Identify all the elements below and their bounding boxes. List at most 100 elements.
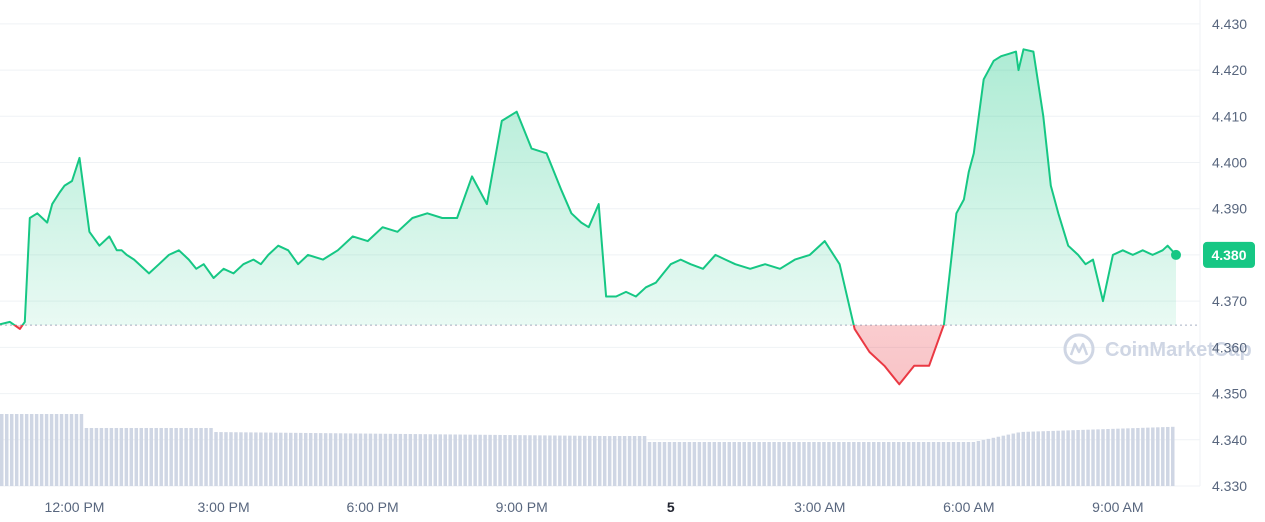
volume-bar bbox=[588, 435, 592, 486]
volume-bar bbox=[259, 432, 263, 486]
volume-bar bbox=[1121, 428, 1125, 486]
volume-bar bbox=[1031, 431, 1035, 486]
volume-bar bbox=[548, 435, 552, 486]
volume-bar bbox=[274, 432, 278, 486]
volume-bar bbox=[29, 414, 34, 486]
volume-bar bbox=[513, 435, 517, 486]
volume-bar bbox=[104, 428, 109, 486]
volume-bar bbox=[219, 432, 223, 486]
volume-bar bbox=[413, 434, 418, 486]
volume-bar bbox=[607, 436, 612, 486]
volume-bar bbox=[318, 433, 323, 486]
volume-bar bbox=[1166, 426, 1170, 486]
volume-bar bbox=[533, 435, 537, 486]
volume-bar bbox=[338, 433, 343, 486]
volume-bar bbox=[109, 428, 114, 486]
volume-bar bbox=[906, 442, 911, 486]
volume-bar bbox=[358, 433, 363, 486]
volume-bar bbox=[289, 432, 293, 486]
volume-bar bbox=[827, 442, 831, 486]
volume-bar bbox=[792, 442, 796, 486]
volume-bar bbox=[777, 442, 781, 486]
volume-bar bbox=[617, 436, 622, 486]
volume-bar bbox=[867, 442, 871, 486]
volume-bar bbox=[493, 434, 497, 486]
volume-bar bbox=[199, 428, 203, 486]
volume-bar bbox=[189, 428, 193, 486]
volume-bar bbox=[682, 442, 687, 486]
volume-bar bbox=[1076, 430, 1080, 486]
volume-bar bbox=[79, 414, 84, 486]
price-area-down bbox=[0, 325, 1176, 385]
volume-bar bbox=[438, 434, 442, 486]
volume-bar bbox=[473, 434, 477, 486]
volume-bar bbox=[129, 428, 134, 486]
volume-bar bbox=[423, 434, 428, 486]
volume-bar bbox=[0, 414, 4, 486]
volume-bar bbox=[383, 433, 388, 486]
x-tick-label: 3:00 AM bbox=[794, 499, 845, 515]
volume-bar bbox=[553, 435, 557, 486]
x-tick-label: 3:00 PM bbox=[198, 499, 250, 515]
x-axis: 12:00 PM 3:00 PM 6:00 PM 9:00 PM 5 3:00 AM 6:0… bbox=[45, 499, 1144, 515]
volume-bar bbox=[294, 432, 298, 486]
volume-bar bbox=[378, 433, 383, 486]
volume-bar bbox=[1056, 430, 1060, 486]
volume-bar bbox=[184, 428, 188, 486]
volume-bar bbox=[732, 442, 736, 486]
volume-bar bbox=[1111, 428, 1115, 486]
volume-bar bbox=[842, 442, 846, 486]
volume-bar bbox=[1141, 427, 1145, 486]
volume-bar bbox=[44, 414, 49, 486]
volume-bar bbox=[49, 414, 54, 486]
volume-bar bbox=[767, 442, 771, 486]
volume-bar bbox=[722, 442, 727, 486]
volume-bar bbox=[981, 439, 986, 486]
volume-bar bbox=[119, 428, 124, 486]
volume-bar bbox=[393, 433, 398, 486]
volume-bar bbox=[966, 442, 971, 486]
volume-bar bbox=[1101, 429, 1105, 486]
volume-bar bbox=[1136, 427, 1140, 486]
x-tick-label: 6:00 PM bbox=[347, 499, 399, 515]
y-tick-label: 4.390 bbox=[1212, 201, 1247, 217]
volume-bar bbox=[1016, 432, 1021, 486]
volume-bar bbox=[284, 432, 288, 486]
volume-bar bbox=[508, 435, 512, 486]
volume-bar bbox=[488, 434, 492, 486]
volume-bar bbox=[1051, 430, 1055, 486]
volume-bar bbox=[124, 428, 129, 486]
volume-bar bbox=[697, 442, 702, 486]
volume-bar bbox=[483, 434, 487, 486]
volume-bar bbox=[209, 428, 213, 486]
y-axis: 4.430 4.420 4.410 4.400 4.390 4.380 4.370 4.360… bbox=[1212, 16, 1247, 494]
volume-bar bbox=[418, 434, 423, 486]
volume-bar bbox=[1171, 426, 1175, 486]
volume-bar bbox=[1116, 428, 1120, 486]
volume-bar bbox=[159, 428, 163, 486]
volume-bar bbox=[847, 442, 851, 486]
volume-bar bbox=[214, 432, 218, 486]
volume-bar bbox=[114, 428, 119, 486]
volume-bar bbox=[398, 433, 403, 486]
volume-bar bbox=[1086, 429, 1090, 486]
volume-bar bbox=[1126, 428, 1130, 486]
volume-bar bbox=[757, 442, 761, 486]
volume-bar bbox=[428, 434, 433, 486]
volume-bar bbox=[782, 442, 786, 486]
volume-bar bbox=[1096, 429, 1100, 486]
volume-bar bbox=[348, 433, 353, 486]
volume-bar bbox=[353, 433, 358, 486]
volume-bar bbox=[996, 436, 1001, 486]
volume-bar bbox=[463, 434, 467, 486]
volume-bar bbox=[254, 432, 258, 486]
volume-bar bbox=[179, 428, 183, 486]
volume-bar bbox=[9, 414, 14, 486]
volume-bar bbox=[528, 435, 532, 486]
y-tick-label: 4.330 bbox=[1212, 478, 1247, 494]
volume-bar bbox=[882, 442, 886, 486]
volume-bar bbox=[244, 432, 248, 486]
volume-bar bbox=[971, 442, 976, 486]
volume-bar bbox=[872, 442, 876, 486]
